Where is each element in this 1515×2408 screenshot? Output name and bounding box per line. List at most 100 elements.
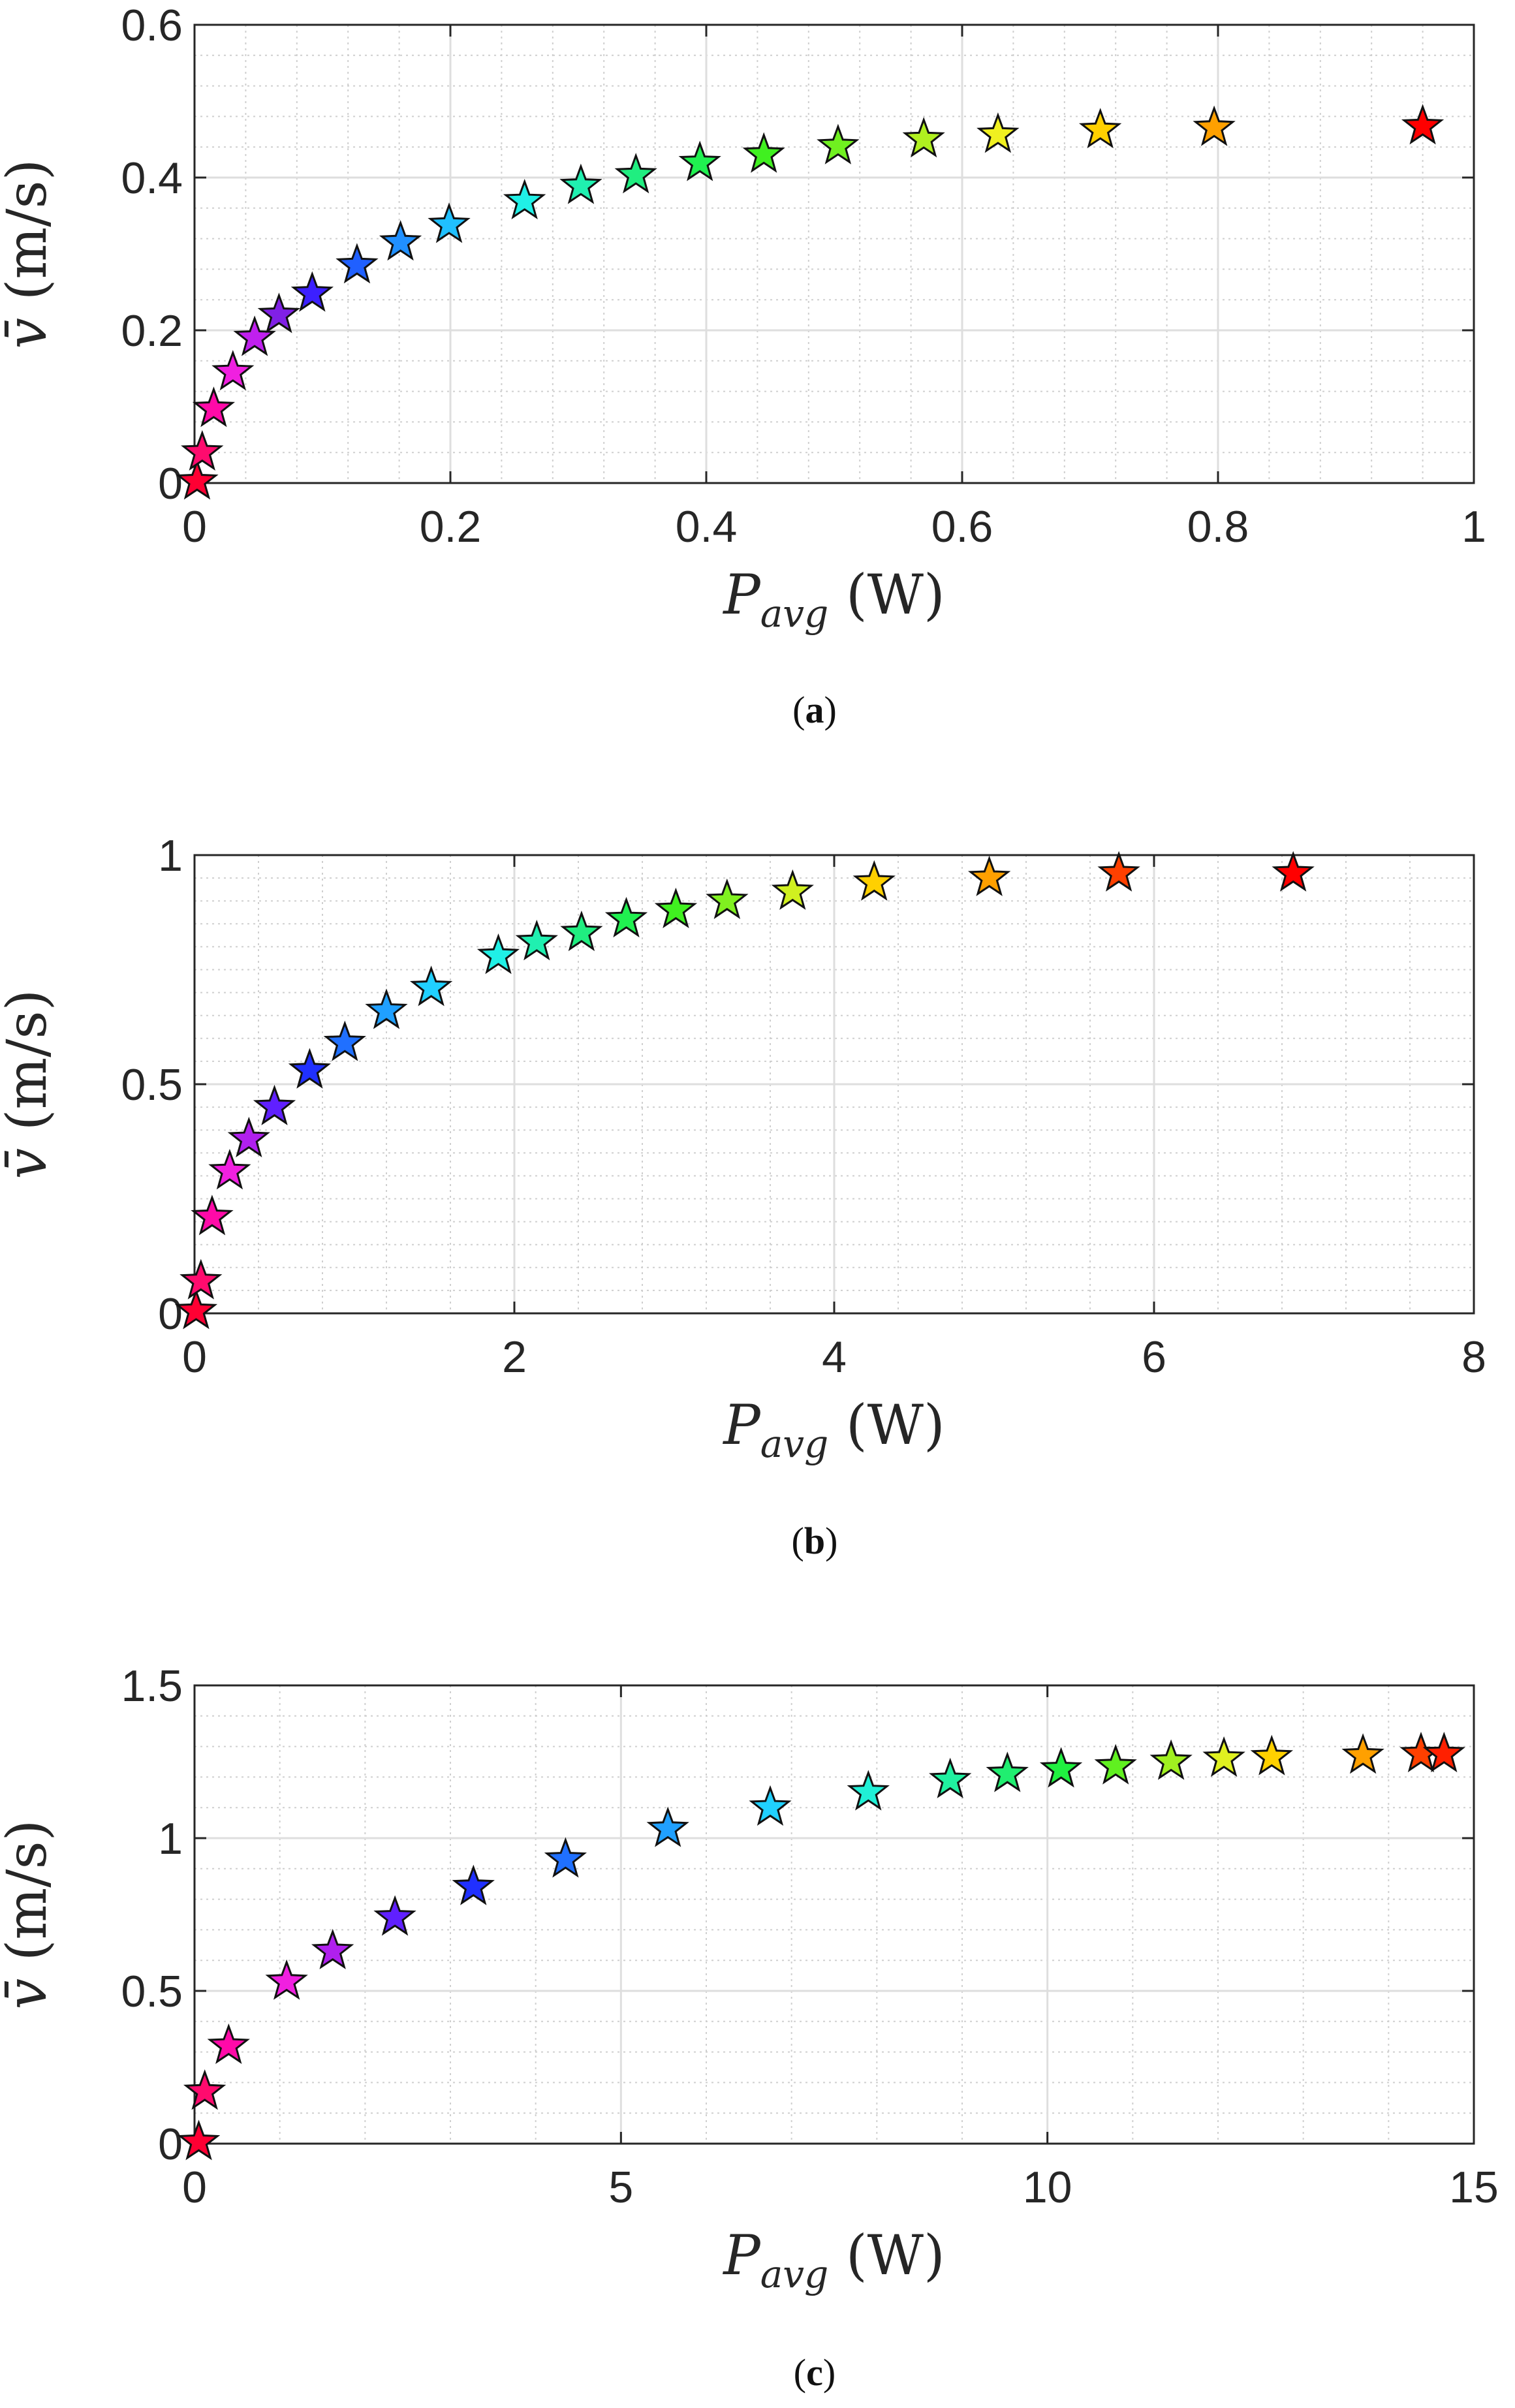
data-point-star bbox=[847, 1770, 890, 1811]
data-point-star bbox=[967, 855, 1011, 896]
axes-box bbox=[193, 23, 1475, 484]
x-tick-label: 6 bbox=[1142, 1332, 1166, 1382]
chart-panel-a: 0 0.2 0.4 0.6 0.8 1 0 0.2 0.4 0.6 Pavg (W) v̄ (m/s)… bbox=[0, 1, 1486, 731]
data-point-star bbox=[1250, 1734, 1294, 1775]
caption-letter: b bbox=[804, 1520, 825, 1562]
data-point-star bbox=[544, 1837, 587, 1878]
x-axis-subscript: avg bbox=[760, 1422, 828, 1466]
x-tick-label: 1 bbox=[1461, 502, 1486, 552]
data-point-star bbox=[771, 869, 814, 910]
data-point-star bbox=[323, 1020, 366, 1061]
data-point-star bbox=[265, 1959, 308, 2000]
y-tick-label: 0 bbox=[158, 2119, 183, 2169]
data-point-star bbox=[1401, 104, 1445, 145]
x-axis-label: Pavg (W) bbox=[722, 563, 945, 636]
x-axis-symbol: P bbox=[722, 2223, 761, 2287]
data-point-star bbox=[976, 112, 1020, 153]
data-point-star bbox=[365, 988, 408, 1029]
y-axis-label: v̄ (m/s) bbox=[0, 159, 59, 349]
x-tick-label: 0.6 bbox=[931, 502, 993, 552]
data-point-star bbox=[428, 202, 471, 243]
data-point-star bbox=[560, 910, 603, 952]
caption-open-paren: ( bbox=[792, 1520, 804, 1562]
caption-open-paren: ( bbox=[792, 689, 805, 731]
caption-open-paren: ( bbox=[794, 2351, 806, 2394]
data-point-star bbox=[1202, 1736, 1245, 1777]
y-axis-label: v̄ (m/s) bbox=[0, 990, 59, 1180]
y-tick-label: 1 bbox=[158, 831, 183, 881]
data-point-star bbox=[257, 292, 301, 334]
x-axis-unit: (W) bbox=[828, 2223, 945, 2287]
y-axis-unit: (m/s) bbox=[0, 1820, 59, 1978]
data-point-star bbox=[373, 1895, 416, 1936]
caption-letter: c bbox=[806, 2351, 823, 2394]
caption-letter: a bbox=[805, 689, 824, 731]
data-point-star bbox=[180, 1259, 223, 1300]
x-axis-unit: (W) bbox=[828, 1393, 945, 1457]
y-tick-label: 0 bbox=[158, 459, 183, 508]
data-point-star bbox=[604, 896, 648, 938]
data-point-star bbox=[227, 1116, 270, 1158]
data-point-star bbox=[176, 459, 219, 500]
panel-caption: (a) bbox=[792, 689, 837, 731]
data-point-star bbox=[646, 1806, 689, 1847]
panel-caption: (c) bbox=[794, 2351, 836, 2394]
data-point-star bbox=[208, 1149, 251, 1190]
y-tick-label: 0.5 bbox=[121, 1060, 183, 1110]
data-point-star bbox=[515, 920, 558, 961]
y-tick-label: 0.2 bbox=[121, 306, 183, 356]
series-markers bbox=[177, 1731, 1465, 2161]
x-axis-symbol: P bbox=[722, 563, 761, 627]
y-tick-label: 0.6 bbox=[121, 1, 183, 50]
axes-box bbox=[193, 1684, 1475, 2145]
data-point-star bbox=[476, 933, 520, 975]
data-point-star bbox=[311, 1928, 354, 1969]
data-point-star bbox=[986, 1751, 1029, 1792]
data-point-star bbox=[742, 132, 785, 173]
data-point-star bbox=[253, 1084, 296, 1125]
x-tick-label: 0 bbox=[182, 2163, 207, 2212]
y-axis-symbol: v̄ bbox=[0, 318, 59, 349]
data-point-star bbox=[614, 153, 657, 194]
y-axis-label: v̄ (m/s) bbox=[0, 1820, 59, 2010]
data-point-star bbox=[1094, 1743, 1137, 1785]
y-tick-label: 0 bbox=[158, 1289, 183, 1339]
data-point-star bbox=[817, 123, 860, 164]
data-point-star bbox=[379, 220, 422, 261]
series-markers bbox=[174, 851, 1315, 1330]
y-axis-unit: (m/s) bbox=[0, 990, 59, 1148]
x-axis-subscript: avg bbox=[760, 2252, 828, 2296]
y-axis-symbol: v̄ bbox=[0, 1978, 59, 2009]
x-tick-label: 0.2 bbox=[420, 502, 482, 552]
data-point-star bbox=[288, 1048, 332, 1089]
x-tick-label: 5 bbox=[608, 2163, 633, 2212]
x-tick-label: 2 bbox=[502, 1332, 527, 1382]
y-axis-symbol: v̄ bbox=[0, 1148, 59, 1179]
data-point-star bbox=[1272, 851, 1315, 892]
data-point-star bbox=[852, 860, 896, 901]
data-point-star bbox=[1149, 1739, 1193, 1780]
data-point-star bbox=[902, 117, 945, 158]
data-point-star bbox=[192, 386, 236, 428]
x-axis-subscript: avg bbox=[760, 591, 828, 636]
data-point-star bbox=[1097, 851, 1140, 892]
data-point-star bbox=[191, 1195, 234, 1236]
data-point-star bbox=[174, 1289, 218, 1330]
x-tick-label: 0 bbox=[182, 1332, 207, 1382]
chart-panel-c: 0 5 10 15 0 0.5 1 1.5 Pavg (W) v̄ (m/s) (c) bbox=[0, 1661, 1499, 2394]
data-point-star bbox=[559, 163, 602, 204]
data-point-star bbox=[1039, 1747, 1083, 1788]
x-tick-label: 8 bbox=[1461, 1332, 1486, 1382]
x-tick-label: 0.8 bbox=[1187, 502, 1249, 552]
data-point-star bbox=[290, 271, 334, 312]
data-point-star bbox=[1193, 105, 1236, 146]
minor-grid bbox=[195, 855, 1474, 1313]
x-tick-label: 10 bbox=[1023, 2163, 1072, 2212]
x-axis-label: Pavg (W) bbox=[722, 2223, 945, 2296]
chart-panel-b: 0 2 4 6 8 0 0.5 1 Pavg (W) v̄ (m/s) (b) bbox=[0, 831, 1486, 1562]
x-axis-label: Pavg (W) bbox=[722, 1393, 945, 1466]
panel-caption: (b) bbox=[792, 1520, 838, 1562]
x-tick-label: 0.4 bbox=[676, 502, 738, 552]
